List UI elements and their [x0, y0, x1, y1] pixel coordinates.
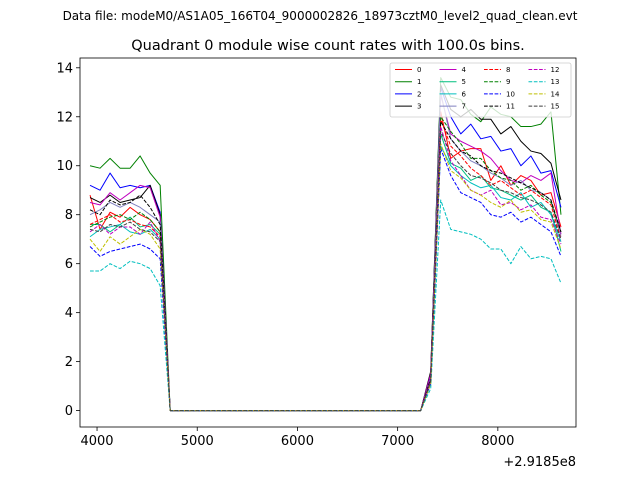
x-tick-label: 8000	[481, 434, 514, 449]
series-lines	[89, 77, 562, 412]
legend-label-4: 4	[462, 66, 467, 74]
series-line-11	[89, 121, 562, 412]
y-tick-label: 10	[56, 159, 73, 174]
y-tick-label: 2	[65, 355, 73, 370]
x-tick-label: 6000	[281, 434, 314, 449]
legend-label-13: 13	[551, 78, 560, 86]
y-tick-label: 4	[65, 306, 73, 321]
x-offset-label: +2.9185e8	[503, 455, 576, 470]
x-tick-label: 5000	[181, 434, 214, 449]
legend-label-7: 7	[462, 103, 466, 111]
chart-title: Quadrant 0 module wise count rates with …	[131, 38, 525, 54]
legend-label-11: 11	[506, 103, 515, 111]
y-tick-label: 6	[65, 257, 73, 272]
chart-suptitle: Data file: modeM0/AS1A05_166T04_90000028…	[63, 9, 578, 23]
series-line-5	[90, 133, 562, 412]
legend-label-0: 0	[417, 66, 421, 74]
series-line-14	[89, 143, 562, 412]
legend-label-15: 15	[551, 103, 560, 111]
legend-label-14: 14	[551, 90, 560, 98]
legend-label-12: 12	[551, 66, 560, 74]
axes-frame	[79, 57, 577, 428]
legend-label-2: 2	[417, 90, 421, 98]
legend-label-10: 10	[506, 90, 515, 98]
legend-label-5: 5	[462, 78, 466, 86]
legend-label-6: 6	[462, 90, 467, 98]
x-tick-label: 4000	[80, 434, 113, 449]
legend-label-8: 8	[506, 66, 510, 74]
y-axis: 0 2 4 6 8 10 12 14	[56, 61, 80, 419]
x-axis: 4000 5000 6000 7000 8000	[80, 427, 514, 449]
x-tick-label: 7000	[381, 434, 414, 449]
series-line-15	[89, 130, 562, 412]
legend-label-1: 1	[417, 78, 421, 86]
y-tick-label: 8	[65, 208, 73, 223]
y-tick-label: 14	[56, 61, 73, 76]
legend-label-3: 3	[417, 103, 421, 111]
legend-label-9: 9	[506, 78, 510, 86]
y-tick-label: 0	[65, 404, 73, 419]
legend-box	[389, 62, 572, 118]
y-tick-label: 12	[56, 110, 73, 125]
